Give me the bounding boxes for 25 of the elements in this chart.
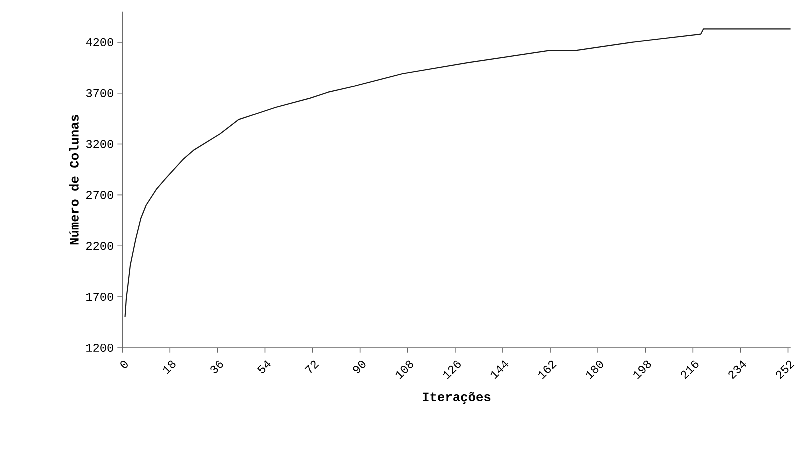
x-tick-label: 162: [538, 360, 557, 380]
x-tick-label: 108: [396, 361, 414, 380]
y-tick-label: 3700: [86, 89, 114, 98]
y-tick-label: 1700: [86, 293, 114, 302]
y-tick-label: 3200: [86, 140, 114, 148]
x-tick-label: 180: [586, 361, 604, 380]
x-tick-label: 0: [120, 361, 128, 368]
x-tick-label: 252: [776, 360, 795, 380]
x-tick-label: 126: [443, 360, 461, 380]
x-tick-label: 144: [490, 360, 509, 380]
y-tick-label: 1200: [86, 344, 114, 352]
x-tick-label: 90: [353, 361, 366, 374]
y-tick-label: 2200: [86, 242, 114, 250]
x-tick-label: 198: [634, 361, 652, 380]
x-axis-title: Iterações: [423, 392, 491, 404]
x-tick-label: 72: [304, 360, 320, 374]
x-tick-label: 18: [163, 360, 176, 374]
x-tick-label: 36: [210, 360, 224, 374]
y-tick-label: 4200: [86, 38, 114, 47]
x-tick-label: 216: [681, 360, 699, 380]
x-tick-label: 234: [728, 360, 747, 380]
y-axis-title: Número de Colunas: [69, 115, 79, 245]
y-tick-label: 2700: [86, 191, 114, 200]
line-series: [124, 28, 791, 318]
x-tick-label: 54: [257, 360, 271, 374]
